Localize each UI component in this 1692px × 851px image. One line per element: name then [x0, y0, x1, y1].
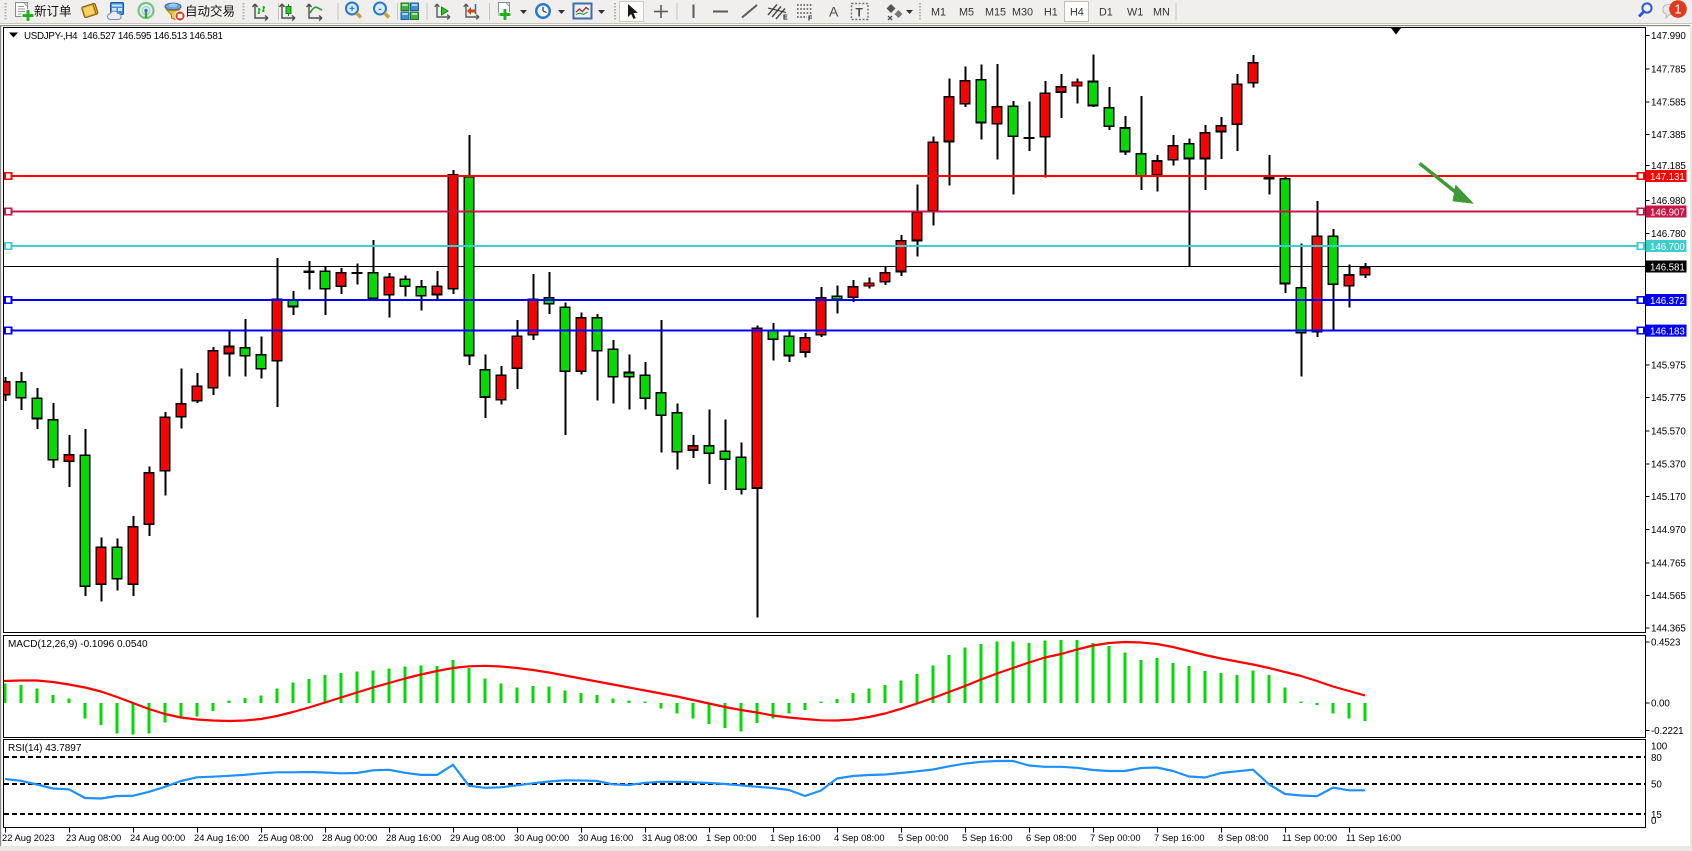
svg-text:1 Sep 16:00: 1 Sep 16:00	[770, 832, 821, 843]
svg-text:1: 1	[1674, 2, 1681, 17]
svg-text:USDJPY-,H4 146.527 146.595 14: USDJPY-,H4 146.527 146.595 146.513 146.5…	[24, 31, 223, 42]
svg-text:147.785: 147.785	[1651, 65, 1686, 76]
svg-text:7 Sep 16:00: 7 Sep 16:00	[1154, 832, 1205, 843]
svg-text:MN: MN	[1153, 7, 1170, 19]
svg-text:146.780: 146.780	[1651, 229, 1686, 240]
svg-text:146.907: 146.907	[1650, 207, 1685, 218]
svg-text:146.183: 146.183	[1650, 326, 1685, 337]
svg-text:5 Sep 00:00: 5 Sep 00:00	[898, 832, 949, 843]
svg-text:145.370: 145.370	[1651, 459, 1686, 470]
svg-text:146.372: 146.372	[1650, 296, 1685, 307]
svg-text:146.980: 146.980	[1651, 196, 1686, 207]
svg-text:自动交易: 自动交易	[185, 4, 235, 19]
svg-text:28 Aug 00:00: 28 Aug 00:00	[322, 832, 377, 843]
svg-text:RSI(14) 43.7897: RSI(14) 43.7897	[8, 743, 82, 754]
svg-text:145.170: 145.170	[1651, 492, 1686, 503]
svg-text:6 Sep 08:00: 6 Sep 08:00	[1026, 832, 1077, 843]
svg-text:7 Sep 00:00: 7 Sep 00:00	[1090, 832, 1141, 843]
svg-text:29 Aug 08:00: 29 Aug 08:00	[450, 832, 505, 843]
svg-text:M30: M30	[1012, 7, 1033, 19]
svg-text:31 Aug 08:00: 31 Aug 08:00	[642, 832, 697, 843]
svg-text:4 Sep 08:00: 4 Sep 08:00	[834, 832, 885, 843]
svg-text:146.700: 146.700	[1650, 242, 1685, 253]
svg-text:28 Aug 16:00: 28 Aug 16:00	[386, 832, 441, 843]
svg-text:+: +	[349, 4, 355, 15]
svg-text:D1: D1	[1099, 7, 1113, 19]
svg-text:146.581: 146.581	[1650, 262, 1685, 273]
svg-text:H1: H1	[1044, 7, 1058, 19]
svg-text:15: 15	[1651, 810, 1662, 821]
svg-text:144.565: 144.565	[1651, 591, 1686, 602]
svg-text:144.365: 144.365	[1651, 624, 1686, 635]
svg-text:M1: M1	[931, 7, 946, 19]
svg-text:147.385: 147.385	[1651, 130, 1686, 141]
svg-text:-: -	[378, 4, 381, 15]
svg-text:-0.2221: -0.2221	[1651, 726, 1684, 737]
svg-text:W1: W1	[1127, 7, 1143, 19]
svg-text:50: 50	[1651, 780, 1662, 791]
svg-text:8 Sep 08:00: 8 Sep 08:00	[1218, 832, 1269, 843]
svg-text:147.585: 147.585	[1651, 97, 1686, 108]
svg-text:145.975: 145.975	[1651, 361, 1686, 372]
svg-text:24 Aug 16:00: 24 Aug 16:00	[194, 832, 249, 843]
svg-text:0.4523: 0.4523	[1651, 638, 1681, 649]
svg-text:F: F	[808, 16, 813, 23]
svg-text:144.970: 144.970	[1651, 525, 1686, 536]
svg-text:T: T	[856, 6, 864, 20]
svg-text:147.990: 147.990	[1651, 31, 1686, 42]
svg-text:M15: M15	[985, 7, 1006, 19]
svg-text:100: 100	[1651, 742, 1668, 753]
svg-text:25 Aug 08:00: 25 Aug 08:00	[258, 832, 313, 843]
svg-text:23 Aug 08:00: 23 Aug 08:00	[66, 832, 121, 843]
svg-text:0.00: 0.00	[1651, 699, 1670, 710]
svg-text:1 Sep 00:00: 1 Sep 00:00	[706, 832, 757, 843]
svg-text:24 Aug 00:00: 24 Aug 00:00	[130, 832, 185, 843]
svg-text:145.570: 145.570	[1651, 427, 1686, 438]
svg-text:H4: H4	[1070, 7, 1084, 19]
svg-text:E: E	[783, 15, 788, 22]
svg-text:MACD(12,26,9) -0.1096 0.0540: MACD(12,26,9) -0.1096 0.0540	[8, 639, 148, 650]
svg-text:147.131: 147.131	[1650, 172, 1685, 183]
svg-text:A: A	[829, 4, 839, 20]
svg-text:11 Sep 16:00: 11 Sep 16:00	[1346, 832, 1401, 843]
svg-text:22 Aug 2023: 22 Aug 2023	[2, 832, 55, 843]
svg-text:144.765: 144.765	[1651, 558, 1686, 569]
svg-text:5 Sep 16:00: 5 Sep 16:00	[962, 832, 1013, 843]
svg-text:145.775: 145.775	[1651, 393, 1686, 404]
svg-text:M5: M5	[959, 7, 974, 19]
svg-text:80: 80	[1651, 753, 1662, 764]
svg-text:11 Sep 00:00: 11 Sep 00:00	[1282, 832, 1337, 843]
svg-text:新订单: 新订单	[34, 4, 72, 19]
svg-text:0: 0	[1651, 816, 1657, 827]
svg-text:30 Aug 00:00: 30 Aug 00:00	[514, 832, 569, 843]
svg-text:147.185: 147.185	[1651, 161, 1686, 172]
svg-text:30 Aug 16:00: 30 Aug 16:00	[578, 832, 633, 843]
